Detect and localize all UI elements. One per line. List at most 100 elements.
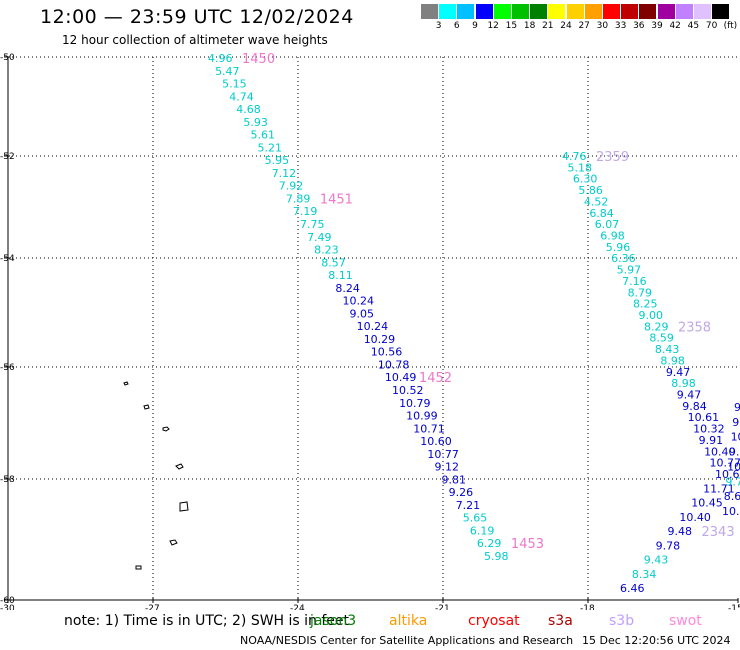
lon-label: -21 — [435, 604, 450, 610]
lat-label: -58 — [0, 475, 15, 485]
legend-swatch — [603, 4, 620, 19]
wave-height-label: 7.19 — [293, 205, 318, 218]
legend-swatch — [621, 4, 639, 19]
wave-height-label: 7.21 — [456, 499, 481, 512]
legend-label: 27 — [578, 21, 590, 31]
legend-label: 42 — [669, 21, 681, 31]
wave-height-label: 9 — [734, 401, 740, 414]
pass-time-label: 1452 — [419, 371, 452, 386]
legend-label: 39 — [651, 21, 663, 31]
wave-height-label: 7.75 — [300, 218, 325, 231]
satellite-cryosat: cryosat — [468, 613, 520, 629]
page-subtitle: 12 hour collection of altimeter wave hei… — [62, 33, 328, 47]
wave-height-label: 10.45 — [691, 497, 723, 510]
legend-unit: (ft) — [723, 21, 738, 31]
lon-label: -27 — [145, 604, 160, 610]
lon-label: -15 — [728, 604, 740, 610]
legend-swatch — [694, 4, 711, 19]
wave-height-label: 9.47 — [677, 389, 702, 402]
wave-height-label: 8.24 — [335, 282, 360, 295]
pass-time-label: 2343 — [702, 525, 735, 540]
wave-height-label: 5.21 — [258, 141, 283, 154]
wave-height-label: 10.56 — [371, 346, 403, 359]
lat-label: -52 — [0, 152, 15, 162]
lat-label: -60 — [0, 596, 15, 606]
legend-label: 15 — [505, 21, 518, 31]
wave-height-label: 10.24 — [357, 320, 389, 333]
wave-height-label: 5.95 — [265, 154, 290, 167]
wave-height-label: 10. — [722, 505, 740, 518]
axis-labels: -50 -52 -54 -56 -58 -60-30 -27 -24 -21 -18 -15 — [0, 53, 740, 610]
wave-height-label: 10.40 — [679, 511, 711, 524]
page-title: 12:00 — 23:59 UTC 12/02/2024 — [40, 6, 354, 28]
legend-label: 21 — [542, 21, 554, 31]
wave-height-label: 9.3 — [732, 416, 740, 429]
wave-height-label: 8.34 — [632, 568, 657, 581]
wave-height-label: 10.24 — [342, 295, 374, 308]
wave-height-label: 5.93 — [243, 116, 268, 129]
legend-label: 36 — [633, 21, 645, 31]
wave-height-label: 6.19 — [470, 524, 495, 537]
wave-height-label: 4.74 — [229, 90, 254, 103]
wave-height-label: 9.84 — [682, 400, 707, 413]
legend-swatch — [512, 4, 529, 19]
pass-time-label: 1450 — [242, 52, 275, 67]
lon-label: -30 — [0, 604, 15, 610]
satellite-altika: altika — [389, 613, 428, 629]
track-jason-3: 4.965.475.154.744.685.935.615.215.957.12… — [208, 52, 544, 563]
legend-label: 6 — [453, 21, 460, 31]
wave-height-label: 4.96 — [208, 52, 233, 65]
legend-swatch — [457, 4, 475, 19]
footer: note: 1) Time is in UTC; 2) SWH is in fe… — [0, 610, 740, 650]
wave-height-label: 6.30 — [573, 173, 598, 186]
wave-height-label: 8.43 — [655, 343, 680, 356]
wave-height-label: 9.78 — [656, 539, 681, 552]
satellite-jason3: jason3 — [310, 613, 357, 629]
wave-height-label: 10.40 — [727, 460, 740, 473]
wave-height-label: 10.51 — [731, 431, 740, 444]
wave-height-label: 9.05 — [350, 307, 375, 320]
wave-height-label: 10.40 — [704, 445, 736, 458]
wave-height-label: 10.52 — [392, 384, 424, 397]
wave-height-map[interactable]: -50 -52 -54 -56 -58 -60-30 -27 -24 -21 -18 -15 4.9… — [0, 0, 740, 610]
wave-height-label: 8.98 — [660, 354, 685, 367]
wave-height-label: 9.47 — [666, 366, 691, 379]
wave-height-label: 8.79 — [628, 286, 653, 299]
legend-swatch — [530, 4, 548, 19]
wave-height-label: 10.77 — [427, 448, 459, 461]
wave-height-label: 9.74 — [725, 475, 740, 488]
wave-height-label: 9.00 — [639, 309, 664, 322]
wave-height-label: 5.97 — [617, 264, 642, 277]
wave-height-label: 10.49 — [385, 371, 417, 384]
island-outline — [123, 381, 129, 386]
satellite-swot: swot — [669, 613, 702, 629]
satellite-s3b: s3b — [609, 613, 635, 629]
wave-height-label: 5.15 — [222, 78, 247, 91]
credit-line: NOAA/NESDIS Center for Satellite Applica… — [240, 634, 574, 647]
color-legend: 3 6 9 12 15 18 21 24 27 30 33 36 39 42 45 70 (ft) — [421, 4, 737, 34]
wave-height-label: 10.77 — [710, 457, 740, 470]
wave-height-label: 11.71 — [703, 482, 735, 495]
wave-height-label: 10.99 — [406, 410, 438, 423]
legend-swatch — [639, 4, 657, 19]
legend-label: 30 — [596, 21, 609, 31]
island-outline — [162, 426, 170, 432]
wave-height-label: 7.49 — [307, 231, 332, 244]
legend-label: 9 — [472, 21, 478, 31]
altimeter-tracks: 4.965.475.154.744.685.935.615.215.957.12… — [208, 52, 740, 595]
wave-height-label: 8.6 — [724, 490, 740, 503]
legend-swatch — [548, 4, 566, 19]
island-outline — [169, 539, 178, 546]
lat-label: -54 — [0, 254, 15, 264]
island-outline — [175, 463, 184, 470]
legend-swatch — [566, 4, 584, 19]
wave-height-label: 6.46 — [620, 582, 645, 595]
satellite-s3a: s3a — [548, 613, 573, 629]
legend-swatch — [421, 4, 438, 19]
wave-height-label: 7.89 — [286, 192, 311, 205]
wave-height-label: 6.36 — [611, 252, 636, 265]
wave-height-label: 8.11 — [328, 269, 353, 282]
footer-note: note: 1) Time is in UTC; 2) SWH is in fe… — [64, 613, 350, 629]
wave-height-label: 5.47 — [215, 65, 240, 78]
